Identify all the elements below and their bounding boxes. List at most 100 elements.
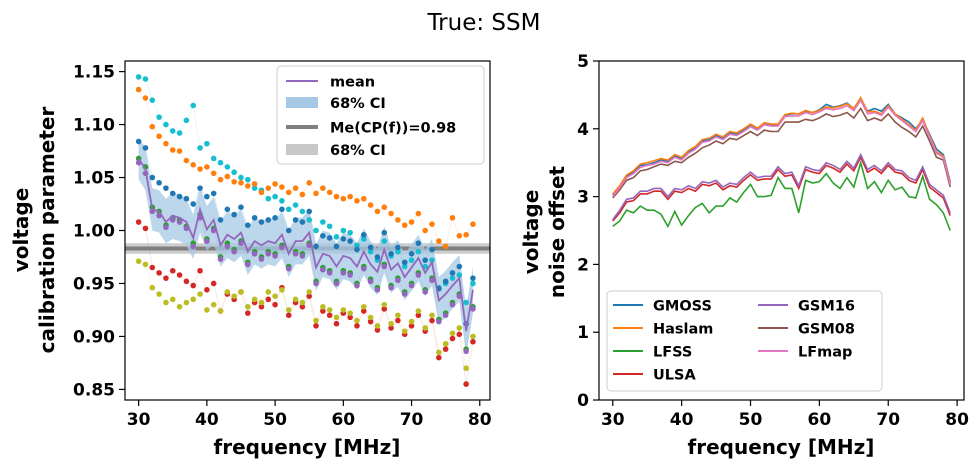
calibration-point — [360, 195, 367, 202]
calibration-point — [401, 328, 408, 334]
calibration-point — [340, 195, 347, 202]
calibration-point — [442, 346, 449, 352]
calibration-point — [354, 246, 360, 253]
calibration-point — [354, 198, 360, 204]
calibration-axes-frame — [124, 60, 491, 401]
calibration-point — [224, 206, 231, 213]
calibration-point — [326, 223, 333, 230]
calibration-point — [449, 214, 456, 221]
calibration-point — [429, 312, 435, 319]
calibration-point — [408, 323, 415, 329]
calibration-point — [340, 270, 347, 276]
calibration-point — [340, 307, 347, 313]
calibration-y-tick-label: 0.85 — [73, 380, 115, 400]
calibration-point — [347, 193, 353, 200]
calibration-x-tick-label: 50 — [263, 410, 287, 430]
calibration-point — [449, 275, 456, 281]
calibration-point — [442, 341, 449, 347]
calibration-point — [326, 270, 333, 276]
calibration-point — [285, 307, 292, 313]
calibration-point — [265, 251, 272, 257]
noise-offset-x-tick-label: 80 — [945, 410, 969, 430]
calibration-plot-area — [125, 74, 490, 387]
calibration-point — [333, 234, 340, 240]
noise-offset-y-axis-label-line1: voltage — [519, 190, 543, 275]
figure-title: True: SSM — [427, 10, 541, 36]
calibration-point — [190, 102, 197, 109]
calibration-point — [374, 254, 381, 260]
calibration-point — [163, 299, 169, 306]
calibration-point — [135, 138, 142, 145]
calibration-point — [456, 263, 463, 270]
calibration-point — [463, 348, 469, 355]
calibration-point — [313, 323, 319, 329]
calibration-point — [258, 256, 265, 262]
calibration-x-tick-label: 80 — [468, 410, 492, 430]
calibration-point — [272, 253, 278, 259]
calibration-point — [306, 293, 313, 299]
legend-label-lfmap: LFmap — [798, 345, 852, 361]
calibration-point — [470, 338, 476, 345]
calibration-point — [415, 248, 422, 255]
calibration-point — [156, 180, 162, 186]
calibration-point — [190, 162, 197, 168]
calibration-point — [408, 257, 415, 263]
calibration-point — [381, 301, 388, 308]
calibration-point — [306, 217, 313, 223]
calibration-point — [285, 312, 292, 319]
calibration-point — [347, 272, 353, 278]
calibration-point — [285, 206, 292, 213]
calibration-point — [135, 86, 142, 93]
calibration-point — [313, 190, 319, 197]
calibration-point — [279, 287, 285, 293]
mean-line — [137, 157, 474, 332]
calibration-point — [231, 211, 237, 218]
noise-offset-axes-frame — [598, 60, 965, 401]
calibration-point — [381, 306, 388, 312]
calibration-point — [169, 267, 176, 274]
calibration-point — [135, 74, 142, 80]
legend-mean-label: mean — [330, 75, 375, 91]
calibration-point — [245, 222, 251, 229]
calibration-point — [320, 219, 326, 225]
calibration-point — [217, 176, 224, 183]
calibration-panel: 30 40 50 60 70 80 0.85 0.90 0.95 1.00 1.05 1.10 1.1… — [9, 60, 492, 459]
calibration-point — [456, 272, 463, 278]
calibration-point — [429, 221, 435, 227]
calibration-point — [163, 140, 169, 147]
calibration-point — [354, 323, 360, 329]
calibration-y-tick-label: 0.90 — [73, 327, 115, 347]
noise-offset-y-tick-label: 0 — [577, 391, 589, 411]
calibration-point — [422, 257, 428, 263]
calibration-point — [388, 284, 394, 291]
calibration-x-tick-label: 70 — [400, 410, 424, 430]
calibration-point — [422, 227, 428, 234]
mean-ci-band — [138, 137, 473, 355]
calibration-point — [204, 193, 210, 200]
calibration-point — [231, 178, 237, 185]
calibration-point — [470, 280, 476, 287]
legend-me-ci-label: 68% CI — [330, 143, 386, 159]
calibration-point — [142, 95, 149, 101]
noise-offset-panel: 30 40 50 60 70 80 0 1 2 3 4 5 frequency [MHz] volt… — [519, 52, 969, 459]
calibration-point — [210, 280, 217, 287]
calibration-point — [258, 299, 265, 306]
calibration-point — [292, 202, 299, 208]
calibration-point — [156, 270, 162, 276]
calibration-point — [217, 256, 224, 262]
calibration-x-tick-label: 30 — [127, 410, 151, 430]
calibration-point — [381, 238, 388, 244]
calibration-point — [401, 263, 408, 270]
calibration-point — [135, 258, 142, 265]
legend-label-gmoss: GMOSS — [653, 299, 712, 315]
calibration-point — [429, 246, 435, 253]
calibration-point — [326, 189, 333, 196]
calibration-point — [381, 229, 388, 236]
calibration-point — [176, 272, 183, 278]
calibration-x-tick-label: 60 — [331, 410, 355, 430]
calibration-point — [456, 232, 463, 239]
legend-me-ci-swatch — [286, 144, 318, 155]
calibration-point — [367, 202, 374, 208]
calibration-point — [436, 238, 442, 244]
